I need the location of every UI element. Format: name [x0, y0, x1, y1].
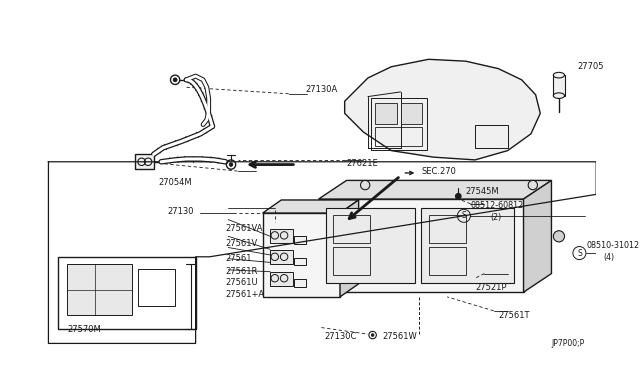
Text: 08512-60812: 08512-60812 [470, 201, 524, 210]
Text: S: S [461, 211, 467, 220]
Bar [138, 269, 175, 306]
Bar [421, 208, 514, 283]
Bar [371, 99, 427, 150]
Ellipse shape [554, 73, 564, 78]
Circle shape [554, 231, 564, 242]
Text: 27621E: 27621E [346, 159, 378, 168]
Text: 27561R: 27561R [225, 267, 258, 276]
Text: JP7P00;P: JP7P00;P [552, 339, 585, 348]
Bar [270, 229, 293, 243]
Bar [58, 257, 196, 330]
Text: S: S [577, 248, 582, 257]
Polygon shape [345, 59, 540, 160]
Circle shape [173, 78, 177, 82]
Polygon shape [319, 180, 552, 199]
Text: 27130: 27130 [168, 207, 194, 216]
Text: 27561U: 27561U [225, 278, 258, 288]
Text: 27561T: 27561T [499, 311, 530, 320]
Bar [376, 127, 422, 146]
Bar [270, 250, 293, 264]
Bar [376, 103, 397, 124]
Bar [333, 247, 370, 275]
Text: 27054M: 27054M [158, 178, 192, 187]
Text: 27561W: 27561W [382, 333, 417, 341]
Ellipse shape [554, 93, 564, 99]
Text: 27561V: 27561V [225, 239, 258, 248]
Text: 27545M: 27545M [466, 187, 499, 196]
Circle shape [456, 193, 461, 199]
Circle shape [528, 180, 538, 190]
Bar [554, 75, 564, 96]
Bar [294, 279, 305, 286]
Circle shape [371, 334, 374, 336]
Polygon shape [262, 213, 340, 297]
Text: 27130C: 27130C [324, 333, 356, 341]
Bar [326, 208, 415, 283]
Bar [294, 236, 305, 244]
Text: 27570M: 27570M [67, 325, 101, 334]
Bar [429, 247, 466, 275]
Text: 27561+A: 27561+A [225, 289, 264, 299]
Bar [135, 154, 154, 169]
Text: 08510-31012: 08510-31012 [587, 241, 640, 250]
Text: 27705: 27705 [577, 62, 604, 71]
Bar [429, 215, 466, 243]
Polygon shape [524, 180, 552, 292]
Bar [270, 272, 293, 286]
Bar [475, 125, 508, 148]
Text: 27561: 27561 [225, 254, 252, 263]
Bar [401, 103, 422, 124]
Polygon shape [319, 199, 524, 292]
Bar [67, 264, 132, 315]
Circle shape [360, 180, 370, 190]
Polygon shape [340, 200, 358, 297]
Bar [294, 258, 305, 265]
Text: 27130A: 27130A [305, 84, 338, 94]
Bar [333, 215, 370, 243]
Text: 27561VA: 27561VA [225, 224, 263, 233]
Polygon shape [262, 200, 358, 213]
Text: (2): (2) [490, 213, 501, 222]
Circle shape [229, 163, 233, 166]
Text: SEC.270: SEC.270 [421, 167, 456, 176]
Text: 27521P: 27521P [475, 283, 507, 292]
Text: (4): (4) [604, 253, 615, 262]
